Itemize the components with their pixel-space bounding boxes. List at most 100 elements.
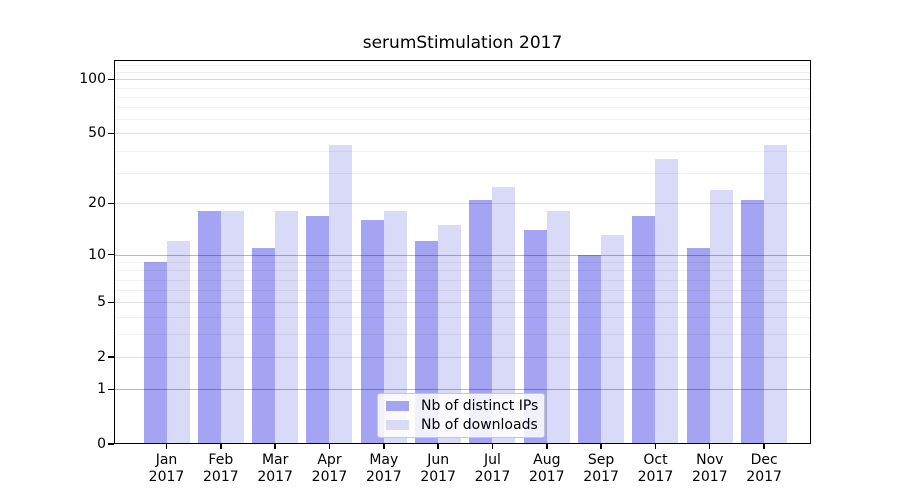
major-gridline (114, 357, 811, 359)
y-tick-label: 5 (97, 294, 106, 311)
x-tick-label-jun: Jun 2017 (403, 452, 473, 486)
x-tick-label-nov: Nov 2017 (675, 452, 745, 486)
x-tick-month: Oct (643, 452, 668, 468)
x-tick-year: 2017 (528, 469, 565, 485)
x-tick-month: Jan (155, 452, 178, 468)
bar-nb-of-downloads-dec (764, 145, 788, 444)
x-tick-label-aug: Aug 2017 (512, 452, 582, 486)
bar-nb-of-distinct-ips-dec (741, 199, 765, 444)
bar-nb-of-downloads-may (383, 211, 407, 444)
x-tick-month: Apr (317, 452, 342, 468)
y-tick-mark (108, 78, 114, 81)
minor-gridline (114, 71, 811, 73)
minor-gridline (114, 316, 811, 318)
bar-nb-of-downloads-nov (709, 189, 733, 444)
y-tick-label: 10 (88, 246, 106, 263)
grid-layer (114, 60, 811, 444)
x-tick-mark (600, 444, 602, 449)
x-tick-mark (763, 444, 765, 449)
x-tick-year: 2017 (257, 469, 293, 485)
legend-label-distinct-ips: Nb of distinct IPs (421, 398, 539, 415)
x-tick-label-jul: Jul 2017 (457, 452, 527, 486)
x-tick-year: 2017 (474, 469, 511, 485)
bar-nb-of-downloads-apr (329, 145, 353, 444)
minor-gridline (114, 119, 811, 121)
x-tick-mark (709, 444, 711, 449)
x-tick-label-apr: Apr 2017 (294, 452, 364, 486)
minor-gridline (114, 150, 811, 152)
x-tick-month: May (369, 452, 399, 468)
minor-gridline (114, 65, 811, 67)
bar-nb-of-downloads-jan (166, 241, 190, 444)
plot-area (114, 60, 811, 444)
y-tick-label: 2 (97, 349, 106, 366)
minor-gridline (114, 290, 811, 292)
x-tick-label-mar: Mar 2017 (240, 452, 310, 486)
major-gridline (114, 389, 811, 391)
minor-gridline (114, 262, 811, 264)
bars-layer (114, 60, 811, 444)
bar-nb-of-distinct-ips-aug (523, 230, 547, 444)
legend-swatch-distinct-ips (386, 401, 409, 412)
x-tick-mark (220, 444, 222, 449)
major-gridline (114, 133, 811, 135)
x-tick-mark (491, 444, 494, 449)
minor-gridline (114, 172, 811, 174)
minor-gridline (114, 87, 811, 89)
x-tick-month: Dec (750, 452, 778, 468)
y-tick-mark (108, 132, 114, 135)
minor-gridline (114, 279, 811, 281)
y-tick-mark (108, 253, 114, 256)
major-gridline (114, 254, 811, 256)
y-tick-mark (108, 356, 114, 358)
legend-item-distinct-ips: Nb of distinct IPs (386, 398, 539, 415)
x-tick-mark (546, 444, 548, 449)
x-tick-label-may: May 2017 (349, 452, 419, 486)
x-tick-label-oct: Oct 2017 (620, 452, 690, 486)
bar-nb-of-downloads-jun (438, 224, 462, 444)
x-tick-month: Aug (533, 452, 561, 468)
x-tick-mark (165, 444, 168, 449)
y-tick-mark (108, 202, 114, 205)
bar-nb-of-distinct-ips-jan (143, 262, 167, 444)
x-tick-mark (437, 444, 439, 449)
x-tick-mark (328, 444, 331, 449)
bar-nb-of-distinct-ips-sep (578, 254, 602, 444)
x-tick-month: Mar (261, 452, 289, 468)
bar-nb-of-downloads-oct (655, 158, 679, 444)
x-tick-mark (383, 444, 385, 449)
x-tick-month: Sep (587, 452, 615, 468)
minor-gridline (114, 270, 811, 272)
x-tick-year: 2017 (311, 469, 348, 485)
x-tick-mark (274, 444, 276, 449)
bar-nb-of-distinct-ips-jul (469, 199, 493, 444)
x-tick-year: 2017 (148, 469, 185, 485)
bar-nb-of-distinct-ips-nov (686, 247, 710, 444)
legend-item-downloads: Nb of downloads (386, 417, 538, 433)
x-tick-month: Feb (208, 452, 234, 468)
y-tick-label: 20 (88, 195, 106, 212)
bar-nb-of-downloads-feb (220, 211, 244, 444)
x-tick-year: 2017 (637, 469, 674, 485)
x-tick-year: 2017 (203, 469, 239, 485)
bar-nb-of-distinct-ips-may (360, 220, 384, 444)
x-tick-label-jan: Jan 2017 (132, 452, 202, 486)
y-tick-label: 100 (79, 71, 106, 88)
y-tick-mark (108, 388, 114, 390)
x-tick-year: 2017 (583, 469, 619, 485)
x-tick-label-feb: Feb 2017 (186, 452, 256, 486)
minor-gridline (114, 96, 811, 98)
x-tick-label-sep: Sep 2017 (566, 452, 636, 486)
minor-gridline (114, 107, 811, 109)
x-tick-year: 2017 (691, 469, 728, 485)
legend: Nb of distinct IPs Nb of downloads (377, 393, 545, 438)
major-gridline (114, 79, 811, 81)
bar-nb-of-distinct-ips-mar (252, 247, 276, 444)
bar-nb-of-downloads-jul (492, 186, 516, 444)
x-tick-year: 2017 (746, 469, 782, 485)
x-tick-month: Nov (696, 452, 724, 468)
bar-nb-of-downloads-aug (546, 211, 570, 444)
y-tick-label: 50 (88, 125, 106, 142)
y-tick-label: 1 (97, 381, 106, 398)
bar-nb-of-distinct-ips-apr (306, 215, 330, 444)
